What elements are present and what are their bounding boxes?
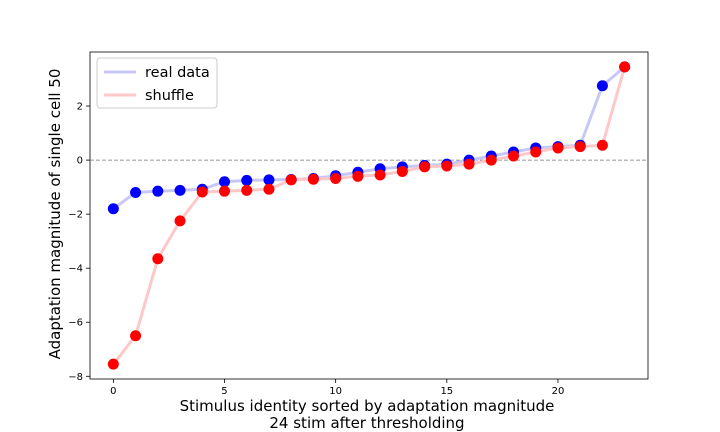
shuffle-point	[152, 253, 164, 265]
shuffle-point	[241, 184, 253, 196]
shuffle-point	[174, 215, 186, 227]
x-axis-ticks: 0 5 10 15 20	[110, 379, 564, 397]
legend: real data shuffle	[96, 57, 218, 109]
shuffle-point	[441, 160, 453, 172]
y-tick-label: −4	[68, 264, 83, 275]
series-layer	[107, 61, 631, 370]
y-tick-label: −2	[68, 210, 83, 221]
shuffle-point	[552, 142, 564, 154]
real-data-point	[152, 185, 164, 197]
y-axis-ticks: −8 −6 −4 −2 0 2	[68, 102, 90, 383]
real-data-point	[263, 174, 275, 186]
y-tick-label: −8	[68, 372, 83, 383]
shuffle-point	[196, 186, 208, 198]
real-data-point	[596, 80, 608, 92]
shuffle-point	[307, 173, 319, 185]
shuffle-point	[218, 185, 230, 197]
shuffle-point	[107, 358, 119, 370]
x-tick-label: 5	[221, 386, 227, 397]
real-data-point	[174, 184, 186, 196]
shuffle-point	[374, 169, 386, 181]
shuffle-point	[285, 174, 297, 186]
x-axis-label-line-2: 24 stim after thresholding	[269, 414, 464, 432]
shuffle-point	[396, 165, 408, 177]
y-tick-label: 0	[77, 156, 83, 167]
legend-real-data-label: real data	[145, 65, 210, 81]
shuffle-point	[419, 161, 431, 173]
shuffle-point	[352, 170, 364, 182]
shuffle-point	[596, 139, 608, 151]
real-data-point	[130, 187, 142, 199]
y-axis-label: Adaptation magnitude of single cell 50	[46, 69, 64, 360]
real-data-point	[107, 203, 119, 215]
x-tick-label: 10	[329, 386, 342, 397]
y-tick-label: −6	[68, 318, 83, 329]
shuffle-point	[130, 330, 142, 342]
shuffle-point	[485, 154, 497, 166]
x-tick-label: 15	[440, 386, 453, 397]
y-tick-label: 2	[77, 102, 83, 113]
shuffle-point	[574, 141, 586, 153]
shuffle-point	[508, 150, 520, 162]
x-tick-label: 0	[110, 386, 116, 397]
x-axis-label-line-1: Stimulus identity sorted by adaptation m…	[180, 397, 555, 415]
shuffle-point	[463, 158, 475, 170]
shuffle-point	[263, 183, 275, 195]
shuffle-point	[530, 146, 542, 158]
shuffle-point	[330, 172, 342, 184]
real-data-point	[218, 176, 230, 188]
legend-shuffle-label: shuffle	[145, 88, 194, 104]
real-data-point	[241, 174, 253, 186]
x-tick-label: 20	[552, 386, 565, 397]
shuffle-point	[619, 61, 631, 73]
